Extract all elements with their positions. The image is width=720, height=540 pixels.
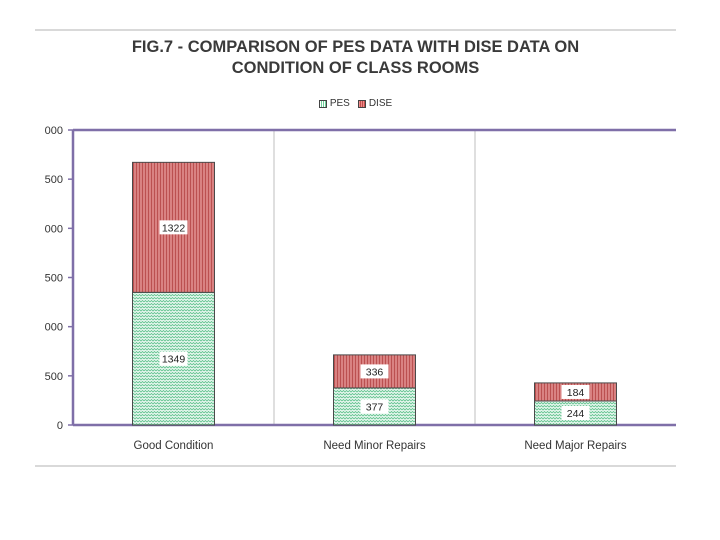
y-tick-label-6: 000 [45,125,63,137]
y-tick-label-2: 000 [45,322,63,334]
legend-label-dise: DISE [368,98,393,109]
data-label-pes-0: 1349 [162,354,186,366]
data-label-pes-2: 244 [567,408,585,420]
chart-legend: PES DISE [35,98,676,109]
chart-title-line-1: FIG.7 - COMPARISON OF PES DATA WITH DISE… [131,38,580,56]
legend-item-dise: DISE [357,98,393,109]
x-category-label-1: Need Minor Repairs [323,440,426,452]
data-label-bg-dise-0 [159,220,188,235]
data-label-dise-1: 336 [366,366,384,378]
data-label-pes-1: 377 [366,401,384,413]
legend-label-pes: PES [329,98,350,109]
y-tick-label-3: 500 [45,273,63,285]
data-label-bg-pes-1 [360,399,389,414]
data-label-bg-pes-0 [159,351,188,366]
data-label-dise-2: 184 [567,387,585,399]
bottom-frame-line [35,465,676,467]
data-label-dise-0: 1322 [162,222,186,234]
legend-swatch-dise [357,99,366,108]
x-category-label-0: Good Condition [134,440,214,452]
data-label-bg-pes-2 [561,406,590,421]
legend-item-pes: PES [318,98,350,109]
top-frame-line [35,29,676,31]
data-label-bg-dise-1 [360,364,389,379]
y-tick-label-1: 500 [45,371,63,383]
y-tick-label-0: 0 [57,420,63,432]
data-label-bg-dise-2 [561,384,590,399]
x-category-label-2: Need Major Repairs [524,440,627,452]
legend-swatch-pes [318,99,327,108]
y-tick-label-4: 000 [45,223,63,235]
y-tick-label-5: 500 [45,174,63,186]
chart-title: FIG.7 - COMPARISON OF PES DATA WITH DISE… [35,37,676,79]
chart-title-line-2: CONDITION OF CLASS ROOMS [231,59,480,77]
